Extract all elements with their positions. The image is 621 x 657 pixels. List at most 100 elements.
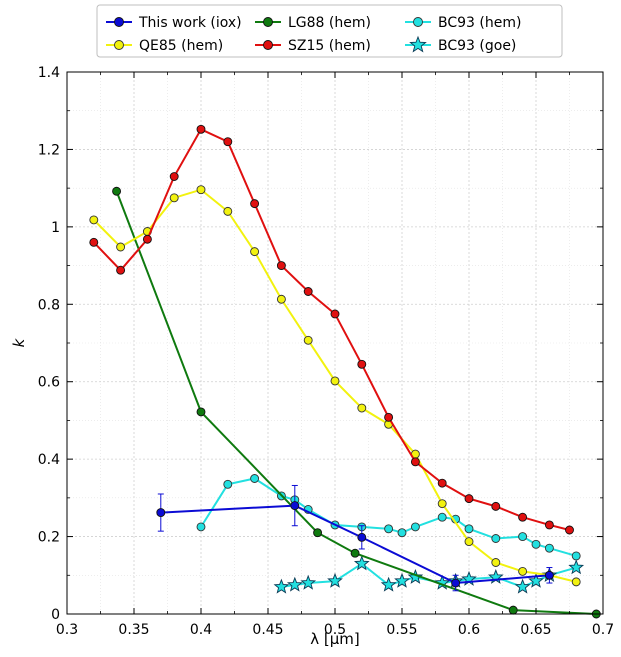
series-line (93, 128, 570, 531)
legend-label: SZ15 (hem) (288, 38, 371, 54)
ticks: 0.3 0.35 0.4 0.45 0.5 0.55 0.6 0.65 0.7 0 0.2 0.4 0.… (38, 65, 614, 638)
data-point (89, 215, 99, 225)
data-point (196, 407, 206, 417)
legend-marker (263, 17, 273, 27)
data-point (434, 574, 451, 590)
data-point (303, 335, 313, 345)
data-point (303, 287, 313, 296)
data-point (451, 578, 461, 588)
data-point (276, 294, 286, 304)
data-point (89, 237, 99, 247)
legend-marker (409, 35, 427, 53)
data-point (223, 137, 233, 147)
data-point (407, 568, 424, 584)
data-point (384, 412, 394, 422)
legend-item: LG88 (hem) (255, 15, 371, 31)
x-tick-label: 0.55 (386, 622, 417, 638)
data-point (353, 555, 370, 571)
data-point (464, 537, 474, 547)
data-point (571, 577, 581, 587)
series-line (160, 504, 550, 585)
data-point (491, 558, 501, 567)
data-point (142, 234, 152, 244)
legend-label: LG88 (hem) (288, 15, 371, 31)
data-point (384, 524, 394, 534)
x-tick-label: 0.4 (190, 622, 212, 638)
plot-frame (66, 71, 604, 615)
legend-item: SZ15 (hem) (255, 38, 371, 54)
data-point (531, 539, 541, 549)
y-tick-label: 1.2 (38, 142, 60, 158)
y-tick-label: 0.8 (38, 297, 60, 313)
data-point (250, 474, 260, 483)
data-point (544, 570, 554, 580)
y-tick-label: 0.6 (38, 375, 60, 391)
data-point (357, 359, 367, 369)
data-point (394, 572, 410, 588)
data-point (565, 525, 574, 535)
data-point (544, 520, 554, 530)
data-point (397, 528, 407, 538)
y-tick-label: 0.4 (38, 452, 60, 468)
data-point (300, 574, 317, 590)
y-tick-label: 0.2 (38, 530, 60, 546)
data-point (250, 199, 260, 209)
legend-box (96, 4, 563, 58)
x-axis-label: λ [µm] (310, 630, 360, 648)
data-point (223, 206, 233, 216)
data-point (330, 309, 340, 319)
y-tick-label: 1 (51, 220, 60, 236)
data-point (276, 261, 286, 271)
data-point (223, 479, 233, 489)
legend-label: BC93 (goe) (438, 38, 516, 54)
legend-item: BC93 (goe) (405, 35, 516, 54)
x-tick-label: 0.45 (252, 622, 283, 638)
series-3 (89, 124, 574, 535)
data-point (380, 576, 397, 592)
data-point (112, 186, 122, 196)
data-point (169, 193, 179, 203)
data-point (286, 576, 303, 592)
data-point (437, 499, 447, 509)
x-tick-label: 0.7 (592, 622, 614, 638)
y-tick-label: 1.4 (38, 65, 60, 81)
x-tick-label: 0.35 (118, 622, 149, 638)
data-point (410, 457, 420, 467)
data-point (357, 532, 367, 542)
data-point (350, 548, 360, 558)
legend-marker (114, 40, 124, 50)
series-layer (89, 124, 601, 619)
legend-label: QE85 (hem) (139, 38, 223, 54)
data-point (169, 172, 179, 181)
data-point (273, 578, 290, 594)
data-point (514, 578, 531, 594)
series-line (115, 190, 597, 615)
data-point (357, 403, 367, 413)
data-point (568, 559, 585, 575)
legend-marker (413, 17, 423, 27)
data-point (491, 501, 501, 511)
data-point (116, 242, 126, 252)
x-tick-label: 0.65 (520, 622, 551, 638)
data-point (116, 265, 126, 275)
series-0 (156, 484, 554, 592)
data-point (250, 247, 260, 257)
y-axis-label: k (10, 337, 28, 347)
legend-label: This work (iox) (138, 15, 242, 31)
x-tick-label: 0.5 (324, 622, 346, 638)
legend-marker (114, 17, 124, 27)
data-point (491, 534, 501, 543)
data-point (410, 522, 420, 532)
data-point (290, 501, 300, 511)
data-point (313, 528, 323, 538)
data-point (196, 522, 206, 532)
x-tick-label: 0.6 (458, 622, 480, 638)
data-point (196, 185, 206, 195)
data-point (518, 512, 528, 522)
legend: This work (iox) QE85 (hem) LG88 (hem) SZ15 … (96, 4, 563, 58)
data-point (437, 478, 447, 488)
legend-item: QE85 (hem) (106, 38, 223, 54)
data-point (518, 566, 528, 576)
data-point (330, 376, 340, 386)
